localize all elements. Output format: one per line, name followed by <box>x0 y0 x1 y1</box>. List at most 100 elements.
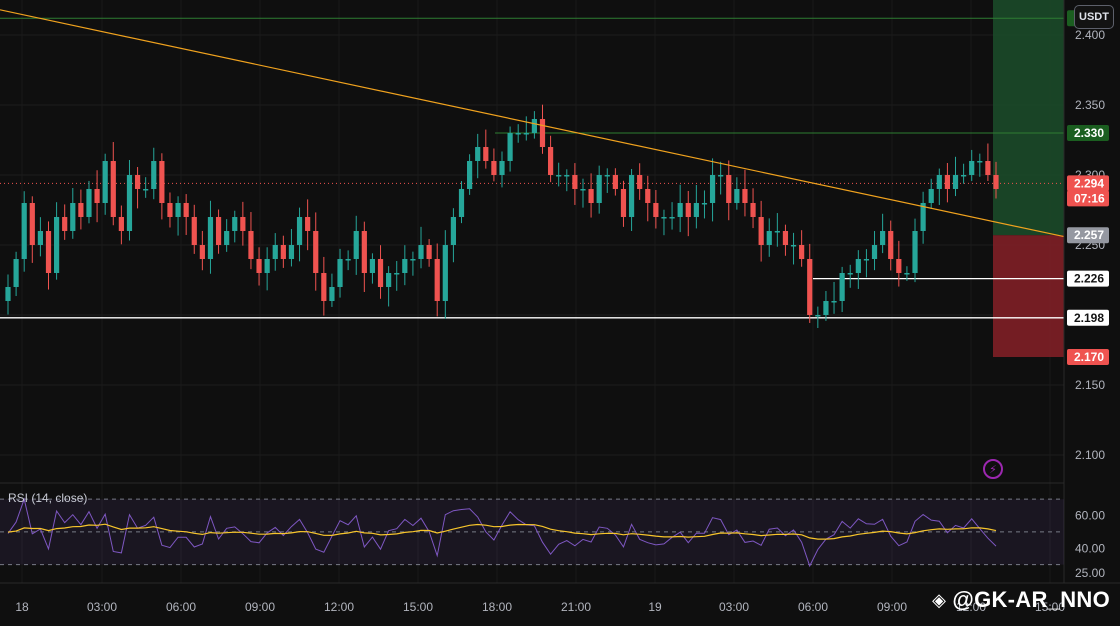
candle <box>928 189 934 203</box>
candle <box>709 175 716 203</box>
candle <box>774 231 780 233</box>
candle <box>78 203 84 217</box>
x-tick-label: 09:00 <box>877 600 907 614</box>
candle <box>402 259 408 273</box>
candle <box>815 315 821 317</box>
candle <box>847 273 853 275</box>
stop-price-label: 2.170 <box>1074 350 1104 364</box>
candle <box>329 287 335 301</box>
candle <box>37 231 43 245</box>
lightning-icon[interactable]: ⚡ <box>983 459 1003 479</box>
candle <box>159 161 165 203</box>
currency-button[interactable]: USDT <box>1074 5 1114 29</box>
resistance-price-label-bg <box>1067 125 1109 141</box>
x-tick-label: 12:00 <box>956 600 986 614</box>
candle <box>215 217 222 245</box>
candle <box>807 259 813 315</box>
candle <box>280 245 286 259</box>
candle <box>5 287 11 301</box>
candle <box>985 161 991 175</box>
candle <box>264 259 270 273</box>
candle <box>790 245 797 247</box>
watermark: ◈ @GK-AR_NNO <box>932 587 1110 613</box>
candle <box>572 175 578 189</box>
candle <box>612 175 618 189</box>
x-tick-label: 18:00 <box>482 600 512 614</box>
candle <box>685 203 691 217</box>
watermark-text: @GK-AR_NNO <box>952 587 1110 612</box>
candle <box>515 133 521 135</box>
rsi-legend[interactable]: RSI (14, close) <box>8 491 88 505</box>
candle <box>750 203 756 217</box>
trendline <box>0 9 1065 238</box>
candle <box>450 217 457 245</box>
candle <box>871 245 878 259</box>
candle <box>904 273 910 275</box>
candle <box>944 175 951 189</box>
candle <box>458 189 465 217</box>
candle <box>491 161 497 175</box>
candle <box>701 203 708 205</box>
candle <box>21 203 27 259</box>
candle <box>531 119 537 133</box>
candle <box>718 175 724 177</box>
candle <box>102 161 108 203</box>
support1-price-label-bg <box>1067 270 1109 287</box>
candle <box>539 119 546 147</box>
rsi-tick-label: 60.00 <box>1075 509 1105 523</box>
candle <box>410 259 416 261</box>
rsi-tick-label: 25.00 <box>1075 566 1105 580</box>
candle <box>53 217 60 273</box>
candle <box>337 259 343 287</box>
candle <box>604 175 610 177</box>
rsi-line <box>7 497 997 568</box>
candle <box>839 273 845 301</box>
candle <box>920 203 926 231</box>
candle <box>620 189 627 217</box>
candle <box>799 245 805 259</box>
support1-price-label: 2.226 <box>1074 272 1104 286</box>
y-tick-label: 2.150 <box>1075 378 1105 392</box>
candle <box>669 217 675 219</box>
candle <box>628 175 635 217</box>
entry-price-label-bg <box>1067 227 1109 244</box>
candle <box>426 245 432 259</box>
rsi-tick-label: 40.00 <box>1075 541 1105 555</box>
candle <box>564 175 570 177</box>
candle <box>499 161 505 175</box>
x-tick-label: 15:00 <box>1035 600 1065 614</box>
candle <box>288 245 295 259</box>
candle <box>896 259 902 273</box>
y-tick-label: 2.100 <box>1075 448 1105 462</box>
candle <box>993 175 999 189</box>
candle <box>483 147 489 161</box>
candle <box>353 231 359 259</box>
candle <box>782 231 789 245</box>
current-price-label-countdown-bg <box>1067 190 1109 207</box>
candle <box>86 189 92 217</box>
candle <box>855 259 861 273</box>
candle <box>199 245 205 259</box>
candle <box>726 175 732 203</box>
candle <box>734 189 740 203</box>
candle <box>369 259 376 273</box>
candle <box>62 217 68 231</box>
candle <box>912 231 918 273</box>
candle <box>272 245 278 259</box>
candle <box>256 259 262 273</box>
rsi-ma-line <box>7 523 997 540</box>
candle <box>936 175 942 189</box>
x-tick-label: 06:00 <box>166 600 196 614</box>
candle <box>442 245 448 301</box>
candle <box>596 175 602 203</box>
resistance-price-label: 2.330 <box>1074 126 1104 140</box>
x-tick-label: 03:00 <box>87 600 117 614</box>
candle <box>224 231 230 245</box>
candle <box>313 231 319 273</box>
candle <box>434 259 440 301</box>
support2-price-label: 2.198 <box>1074 311 1104 325</box>
candle <box>888 231 894 259</box>
candle <box>637 175 643 189</box>
